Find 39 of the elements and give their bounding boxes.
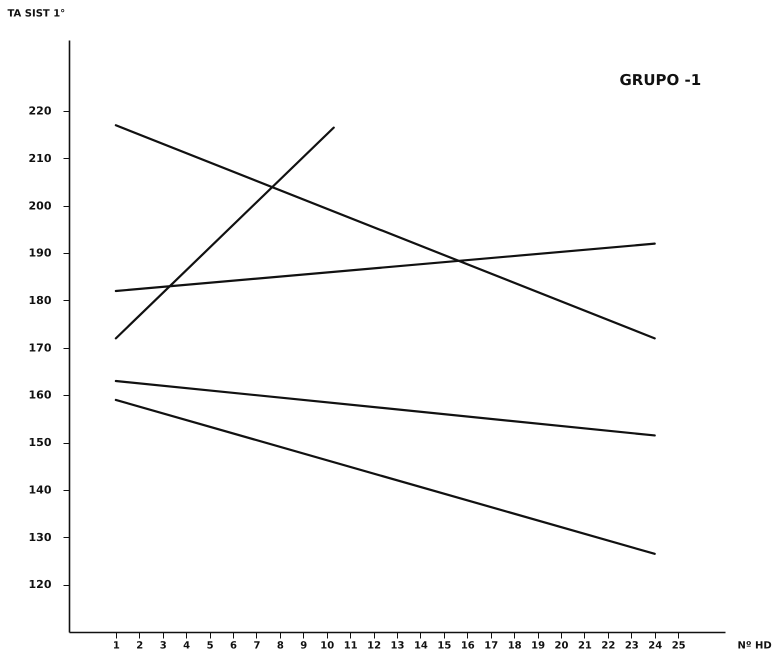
x-tick-label: 10: [320, 640, 334, 652]
y-axis-title: TA SIST 1°: [8, 8, 66, 20]
text: GRUPO -1: [619, 71, 702, 89]
y-tick-label: 190: [28, 246, 52, 260]
y-tick-label: 120: [28, 578, 52, 592]
x-tick-label: 5: [206, 640, 214, 652]
x-tick-label: 16: [460, 640, 475, 652]
x-tick-label: 7: [253, 640, 260, 652]
x-tick-label: 24: [648, 640, 662, 652]
x-tick-label: 11: [344, 640, 358, 652]
x-tick-label: 23: [624, 640, 639, 652]
x-tick-label: 1: [112, 640, 120, 652]
x-tick-label: 25: [672, 640, 686, 652]
x-tick-label: 15: [437, 640, 452, 652]
y-tick-label: 160: [28, 388, 52, 402]
x-tick-label: 14: [414, 640, 428, 652]
x-tick-label: 17: [484, 640, 498, 652]
y-tick-label: 130: [28, 530, 52, 544]
x-tick-label: 13: [390, 640, 404, 652]
x-tick-label: 18: [508, 640, 522, 652]
x-tick-label: 6: [230, 640, 238, 652]
y-tick-label: 210: [28, 152, 52, 165]
y-tick-label: 200: [28, 199, 52, 212]
x-tick-label: 22: [601, 640, 616, 652]
y-tick-label: 140: [28, 483, 52, 496]
x-tick-label: 2: [136, 640, 144, 652]
x-tick-label: 20: [554, 640, 568, 652]
x-tick-label: 21: [578, 640, 592, 652]
x-axis-title: Nº HD: [738, 640, 772, 652]
y-tick-label: 220: [28, 104, 52, 118]
x-tick-label: 19: [531, 640, 546, 652]
y-tick-label: 150: [28, 436, 52, 450]
x-tick-label: 8: [276, 640, 284, 652]
x-tick-label: 9: [300, 640, 308, 652]
x-tick-label: 3: [160, 640, 167, 652]
y-tick-label: 180: [28, 294, 52, 307]
y-tick-label: 170: [28, 341, 52, 354]
x-tick-label: 4: [183, 640, 190, 652]
x-tick-label: 12: [367, 640, 382, 652]
